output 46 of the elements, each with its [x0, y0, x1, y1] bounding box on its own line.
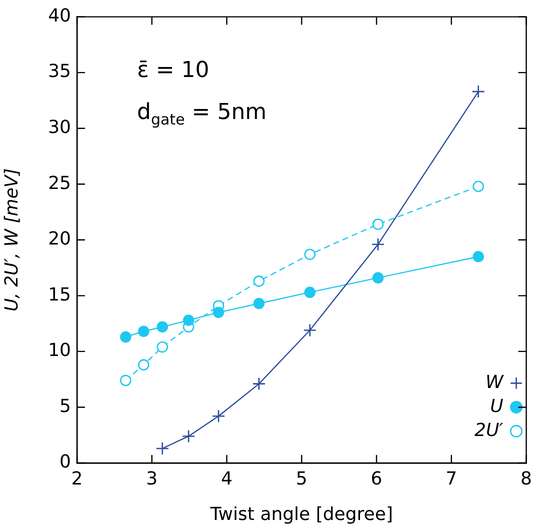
y-tick-label: 10 — [48, 340, 71, 362]
point — [253, 276, 265, 287]
x-tick-label: 6 — [370, 468, 382, 490]
y-tick-label: 40 — [48, 5, 71, 26]
y-tick-label: 0 — [60, 452, 71, 473]
point — [156, 442, 170, 456]
annotation: d$_{gate}$ = 5nm — [137, 100, 267, 128]
point — [304, 286, 316, 298]
point — [138, 359, 150, 370]
legend-label: W — [485, 372, 504, 393]
annotation: ε̄ = 10 — [137, 58, 210, 83]
x-tick-label: 3 — [146, 468, 158, 490]
x-tick-label: 4 — [221, 468, 232, 490]
x-tick-label: 2 — [71, 468, 83, 490]
point — [156, 341, 168, 353]
point — [212, 410, 226, 423]
point — [472, 84, 485, 98]
x-tick-label: 5 — [296, 468, 308, 490]
x-tick-label: 8 — [520, 468, 532, 490]
point — [372, 218, 384, 230]
point — [372, 272, 384, 284]
point — [371, 238, 385, 252]
x-tick-label: 7 — [446, 468, 458, 490]
point — [212, 306, 224, 318]
legend-label: U — [490, 396, 504, 417]
y-axis-title: U, 2U′, W [meV] — [1, 168, 22, 312]
point — [252, 377, 266, 390]
x-axis-title: Twist angle [degree] — [209, 504, 393, 525]
point — [120, 374, 132, 386]
point — [182, 430, 196, 443]
point — [138, 326, 150, 338]
point — [303, 324, 317, 337]
y-tick-label: 15 — [48, 284, 71, 306]
point — [120, 331, 132, 343]
point — [156, 321, 168, 333]
y-tick-label: 25 — [48, 172, 71, 194]
point — [472, 250, 484, 262]
y-tick-label: 20 — [48, 228, 71, 250]
y-tick-label: 35 — [48, 61, 71, 82]
point — [304, 248, 316, 260]
legend-label: 2U′ — [474, 420, 504, 441]
point — [182, 314, 194, 326]
y-tick-label: 30 — [48, 117, 71, 138]
y-tick-label: 5 — [60, 396, 71, 417]
point — [253, 298, 265, 310]
point — [472, 180, 484, 192]
